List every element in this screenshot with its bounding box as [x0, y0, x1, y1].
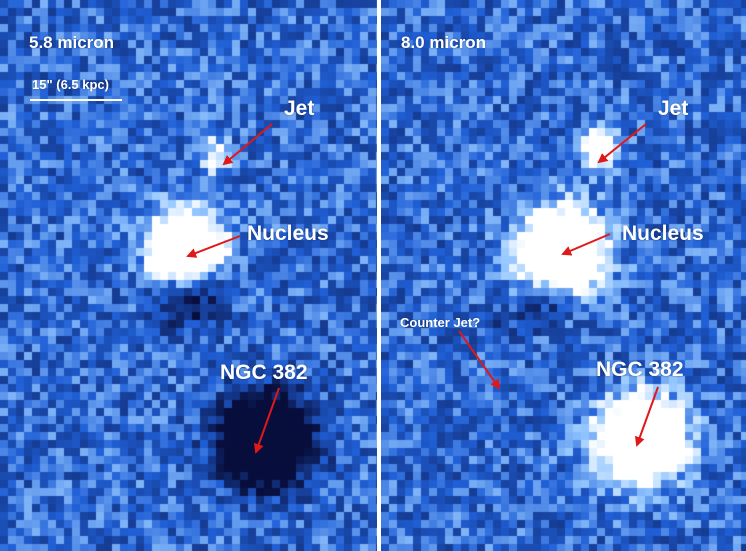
right-counter-jet-label: Counter Jet? — [400, 315, 481, 330]
left-panel-title: 5.8 micron — [29, 33, 115, 52]
panel-divider — [377, 0, 381, 551]
scale-bar — [30, 99, 122, 101]
left-ngc382-arrow — [254, 387, 280, 454]
right-ngc382-arrow — [635, 386, 659, 447]
left-infrared-image — [0, 0, 377, 551]
right-nucleus-label: Nucleus — [622, 222, 704, 245]
right-ngc382-label: NGC 382 — [596, 358, 684, 381]
right-panel-title: 8.0 micron — [401, 33, 487, 52]
right-infrared-image — [381, 0, 746, 551]
left-jet-arrow — [222, 123, 273, 166]
left-ngc382-label: NGC 382 — [220, 361, 308, 384]
right-jet-arrow — [597, 123, 647, 164]
right-arrows — [458, 123, 659, 447]
left-arrows — [186, 123, 280, 454]
left-jet-label: Jet — [284, 97, 315, 120]
left-image-panel: 5.8 micron 15" (6.5 kpc) Jet Nucleus NGC… — [0, 0, 377, 551]
left-nucleus-label: Nucleus — [247, 222, 329, 245]
right-jet-label: Jet — [658, 97, 689, 120]
right-nucleus-arrow — [561, 233, 611, 256]
right-image-panel: 8.0 micron Jet Nucleus Counter Jet? NGC … — [381, 0, 746, 551]
left-nucleus-arrow — [186, 235, 241, 258]
scale-bar-label: 15" (6.5 kpc) — [32, 77, 109, 92]
right-counter-jet-arrow — [458, 330, 501, 390]
